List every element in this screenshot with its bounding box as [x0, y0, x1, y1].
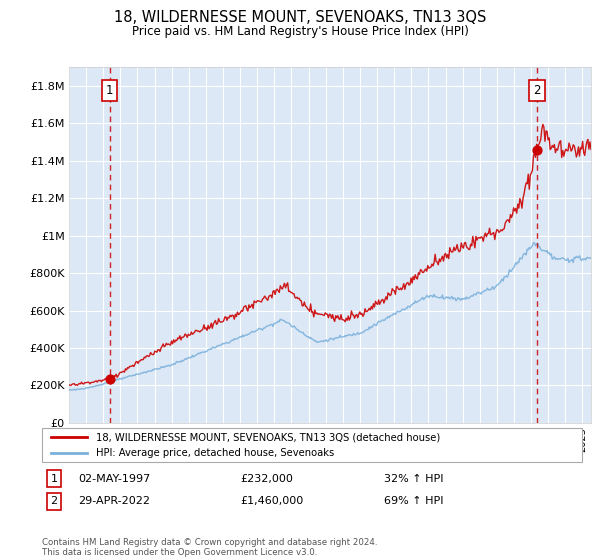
Text: 29-APR-2022: 29-APR-2022: [78, 496, 150, 506]
Text: Price paid vs. HM Land Registry's House Price Index (HPI): Price paid vs. HM Land Registry's House …: [131, 25, 469, 38]
Text: 32% ↑ HPI: 32% ↑ HPI: [384, 474, 443, 484]
Point: [105, 375, 115, 384]
Point: [532, 145, 542, 154]
Text: £1,460,000: £1,460,000: [240, 496, 303, 506]
Text: 69% ↑ HPI: 69% ↑ HPI: [384, 496, 443, 506]
Text: 18, WILDERNESSE MOUNT, SEVENOAKS, TN13 3QS (detached house): 18, WILDERNESSE MOUNT, SEVENOAKS, TN13 3…: [96, 432, 440, 442]
Text: 02-MAY-1997: 02-MAY-1997: [78, 474, 150, 484]
Text: 2: 2: [533, 84, 541, 97]
Text: 2: 2: [50, 496, 58, 506]
Text: 1: 1: [50, 474, 58, 484]
Text: Contains HM Land Registry data © Crown copyright and database right 2024.
This d: Contains HM Land Registry data © Crown c…: [42, 538, 377, 557]
Text: HPI: Average price, detached house, Sevenoaks: HPI: Average price, detached house, Seve…: [96, 448, 334, 458]
Text: 1: 1: [106, 84, 113, 97]
Text: £232,000: £232,000: [240, 474, 293, 484]
Text: 18, WILDERNESSE MOUNT, SEVENOAKS, TN13 3QS: 18, WILDERNESSE MOUNT, SEVENOAKS, TN13 3…: [114, 10, 486, 25]
